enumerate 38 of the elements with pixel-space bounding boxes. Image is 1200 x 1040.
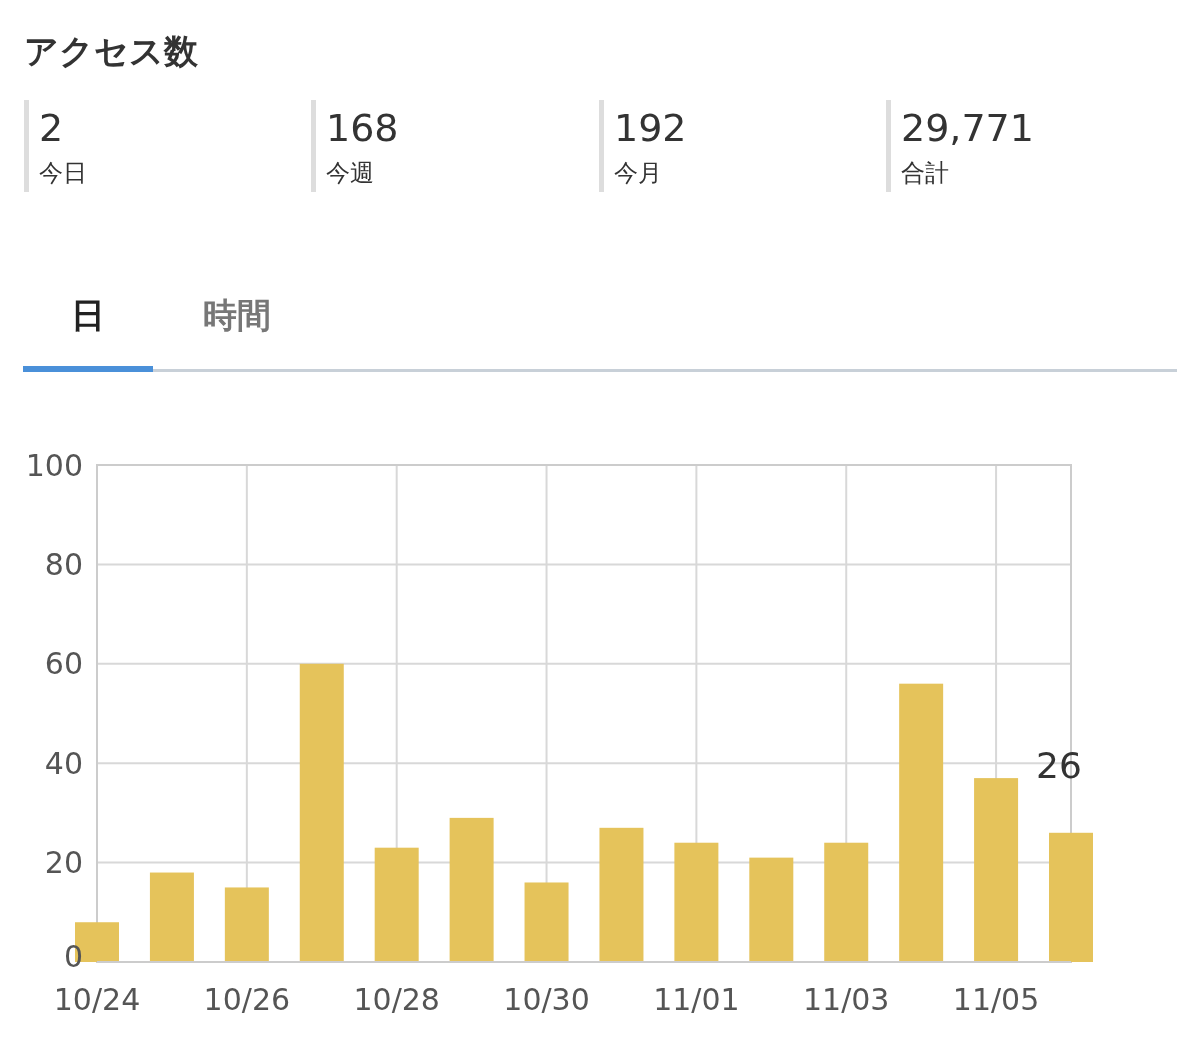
bar <box>599 827 644 962</box>
data-label: 26 <box>1036 744 1082 786</box>
bar <box>974 778 1019 962</box>
bar <box>299 663 344 962</box>
text: 今週 <box>326 159 374 187</box>
x-tick-label: 10/28 <box>353 982 440 1017</box>
y-tick-label: 0 <box>63 938 83 974</box>
bar <box>824 842 869 962</box>
y-tick-label: 40 <box>44 745 83 781</box>
x-tick-label: 10/24 <box>53 982 141 1017</box>
text: 今月 <box>614 159 662 187</box>
text: 時間 <box>203 295 271 335</box>
x-tick-label: 11/05 <box>952 982 1040 1017</box>
x-tick-label: 11/03 <box>803 982 890 1017</box>
y-tick-label: 20 <box>44 845 83 881</box>
bar <box>674 842 719 962</box>
y-tick-label: 80 <box>44 546 83 582</box>
text: 今日 <box>39 159 87 187</box>
x-tick-label: 10/30 <box>503 982 590 1017</box>
x-tick-label: 10/26 <box>203 982 291 1017</box>
y-tick-label: 100 <box>25 447 83 483</box>
bar <box>449 817 494 962</box>
bar <box>899 683 944 962</box>
text: 29,771 <box>901 106 1034 150</box>
text: 2 <box>39 106 64 150</box>
text: 日 <box>71 295 105 335</box>
chart-title: アクセス数 <box>24 31 199 71</box>
text: 合計 <box>901 159 949 187</box>
bar <box>224 887 269 962</box>
bar <box>149 872 194 962</box>
bar <box>374 847 419 962</box>
bar <box>749 857 794 962</box>
text: 192 <box>614 106 687 150</box>
x-tick-label: 11/01 <box>653 982 740 1017</box>
bar <box>524 882 569 962</box>
y-tick-label: 60 <box>44 646 83 682</box>
text: 168 <box>326 106 399 150</box>
bar <box>1049 832 1093 962</box>
